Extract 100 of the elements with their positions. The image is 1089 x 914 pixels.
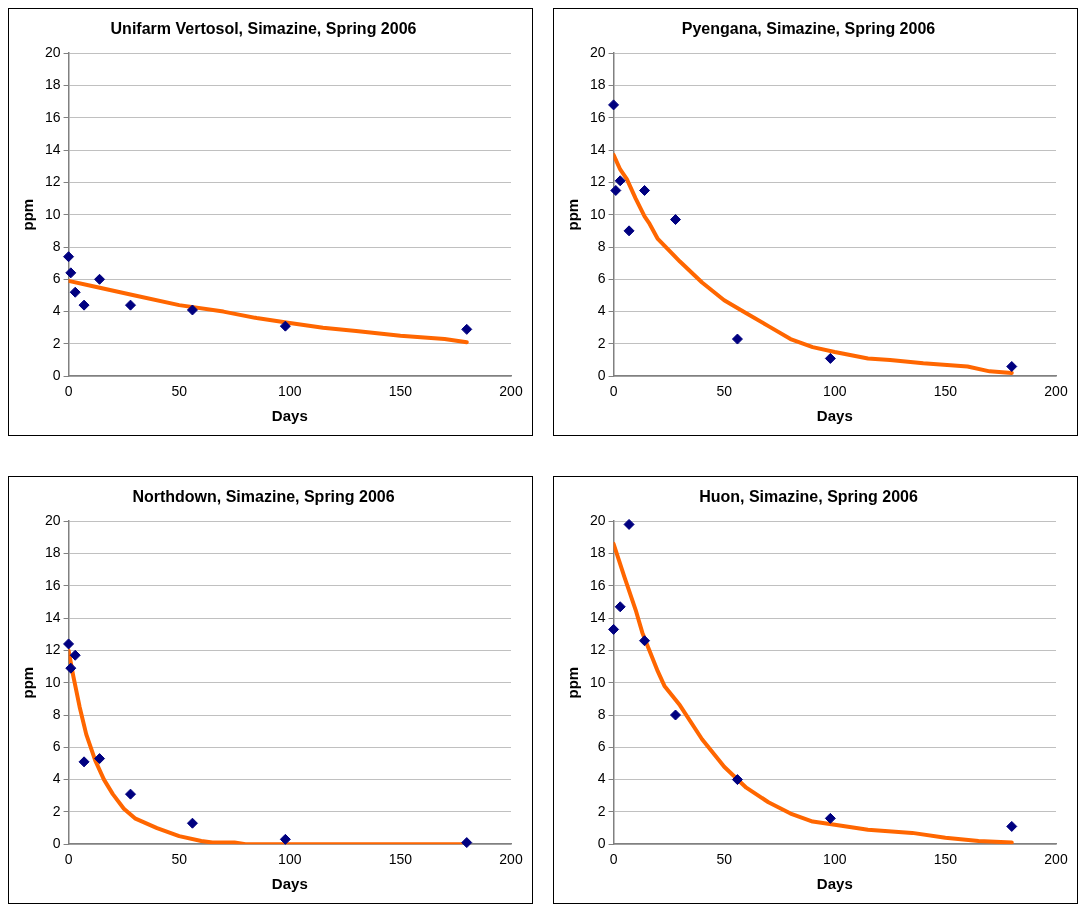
x-tick-label: 150 [388, 851, 413, 868]
y-tick-label: 20 [589, 512, 606, 529]
point [639, 184, 651, 196]
y-tick-label: 14 [589, 608, 606, 625]
y-tick-label: 0 [597, 367, 606, 384]
x-tick-label: 100 [278, 383, 302, 400]
point [69, 649, 81, 661]
y-tick-label: 8 [52, 705, 61, 722]
y-tick-label: 18 [44, 544, 61, 561]
point [1006, 820, 1018, 832]
x-tick-label: 0 [609, 851, 618, 868]
point [610, 184, 622, 196]
y-tick-label: 4 [597, 770, 606, 787]
point [63, 251, 75, 263]
y-tick-label: 12 [589, 173, 606, 190]
y-tick-label: 10 [589, 205, 606, 222]
y-tick-label: 8 [597, 705, 606, 722]
x-tick-label: 200 [499, 383, 523, 400]
point [608, 99, 620, 111]
point [731, 333, 743, 345]
y-tick-label: 14 [589, 140, 606, 157]
chart-title: Northdown, Simazine, Spring 2006 [132, 488, 395, 506]
point [69, 286, 81, 298]
y-tick-label: 20 [44, 512, 61, 529]
point [461, 837, 473, 849]
x-tick-label: 50 [716, 851, 733, 868]
y-tick-label: 12 [44, 173, 61, 190]
point [125, 788, 137, 800]
point [78, 299, 90, 311]
x-axis-title: Days [271, 407, 308, 425]
point [824, 352, 836, 364]
y-tick-label: 8 [52, 237, 61, 254]
x-tick-label: 50 [171, 383, 188, 400]
point [824, 812, 836, 824]
y-tick-label: 18 [589, 76, 606, 93]
point [186, 817, 198, 829]
point [731, 774, 743, 786]
x-axis-title: Days [816, 407, 853, 425]
x-tick-label: 200 [1044, 383, 1068, 400]
point [670, 214, 682, 226]
y-tick-label: 4 [52, 770, 61, 787]
x-tick-label: 0 [609, 383, 618, 400]
y-tick-label: 20 [589, 44, 606, 61]
x-tick-label: 50 [716, 383, 733, 400]
x-tick-label: 100 [278, 851, 302, 868]
y-tick-label: 10 [44, 673, 61, 690]
chart-title: Huon, Simazine, Spring 2006 [699, 488, 918, 506]
y-tick-label: 10 [589, 673, 606, 690]
x-axis-title: Days [271, 875, 308, 893]
y-tick-label: 18 [44, 76, 61, 93]
y-tick-label: 8 [597, 237, 606, 254]
y-tick-label: 20 [44, 44, 61, 61]
y-tick-label: 6 [52, 738, 61, 755]
point [623, 518, 635, 530]
y-tick-label: 12 [44, 641, 61, 658]
y-tick-label: 10 [44, 205, 61, 222]
x-tick-label: 0 [64, 383, 73, 400]
y-tick-label: 2 [597, 334, 606, 351]
y-tick-label: 16 [589, 576, 606, 593]
y-axis-title: ppm [564, 198, 582, 231]
y-tick-label: 2 [52, 334, 61, 351]
point [639, 635, 651, 647]
point [279, 833, 291, 845]
point [608, 623, 620, 635]
point [63, 638, 75, 650]
y-tick-label: 14 [44, 608, 61, 625]
point [78, 756, 90, 768]
x-tick-label: 200 [499, 851, 523, 868]
x-tick-label: 200 [1044, 851, 1068, 868]
x-tick-label: 100 [823, 383, 847, 400]
point [65, 662, 77, 674]
y-axis-title: ppm [19, 666, 37, 699]
y-tick-label: 0 [52, 367, 61, 384]
y-tick-label: 0 [52, 835, 61, 852]
point [461, 323, 473, 335]
y-tick-label: 6 [597, 270, 606, 287]
point [614, 601, 626, 613]
y-axis-title: ppm [564, 666, 582, 699]
point [94, 753, 106, 765]
y-tick-label: 14 [44, 140, 61, 157]
x-tick-label: 150 [933, 383, 958, 400]
y-tick-label: 12 [589, 641, 606, 658]
y-tick-label: 2 [52, 802, 61, 819]
point [94, 273, 106, 285]
point [1006, 361, 1018, 373]
x-tick-label: 100 [823, 851, 847, 868]
point [186, 304, 198, 316]
y-axis-title: ppm [19, 198, 37, 231]
x-tick-label: 0 [64, 851, 73, 868]
y-tick-label: 16 [44, 576, 61, 593]
chart-title: Pyengana, Simazine, Spring 2006 [681, 20, 936, 38]
y-tick-label: 6 [52, 270, 61, 287]
point [614, 175, 626, 187]
point [125, 299, 137, 311]
y-tick-label: 2 [597, 802, 606, 819]
point [623, 225, 635, 237]
y-tick-label: 4 [597, 302, 606, 319]
point [279, 320, 291, 332]
x-axis-title: Days [816, 875, 853, 893]
y-tick-label: 18 [589, 544, 606, 561]
